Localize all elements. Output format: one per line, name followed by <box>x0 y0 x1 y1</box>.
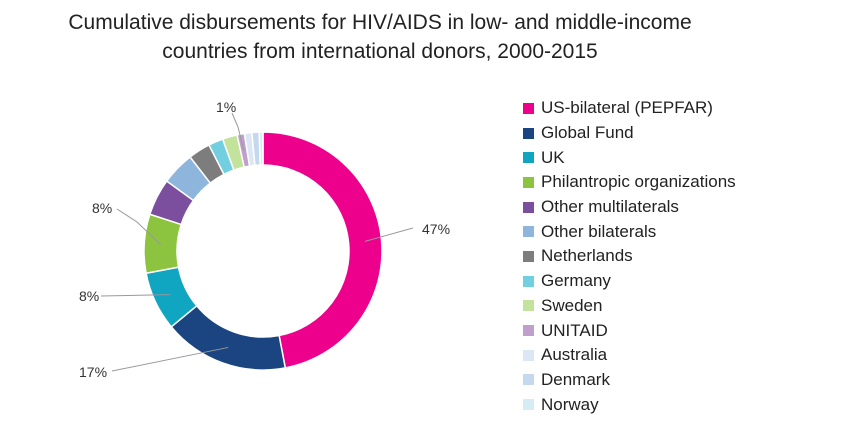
legend-item-unitaid: UNITAID <box>523 318 736 343</box>
slice-global-fund <box>170 304 287 371</box>
legend-label: Other multilaterals <box>541 197 679 217</box>
legend-label: Norway <box>541 394 599 414</box>
data-label-philantropic-organizations: 8% <box>92 200 112 216</box>
legend-swatch <box>523 127 534 139</box>
legend-item-other-multilaterals: Other multilaterals <box>523 195 736 220</box>
legend-swatch <box>523 176 534 188</box>
legend-swatch <box>523 275 534 287</box>
data-label-uk: 8% <box>79 288 99 304</box>
legend-label: Denmark <box>541 369 610 389</box>
legend-swatch <box>523 399 534 411</box>
legend-swatch <box>523 226 534 238</box>
legend-swatch <box>523 152 534 164</box>
legend-label: Netherlands <box>541 246 633 266</box>
legend-label: Global Fund <box>541 123 634 143</box>
leader-line-uk <box>100 294 171 297</box>
legend-swatch <box>523 349 534 361</box>
legend-swatch <box>523 374 534 386</box>
donut-slices <box>143 131 383 371</box>
legend-item-netherlands: Netherlands <box>523 244 736 269</box>
legend-label: Germany <box>541 271 611 291</box>
leader-line-unitaid <box>231 112 245 151</box>
legend-item-sweden: Sweden <box>523 294 736 319</box>
legend-label: Other bilaterals <box>541 221 657 241</box>
legend-label: Sweden <box>541 295 603 315</box>
legend-item-philantropic-organizations: Philantropic organizations <box>523 170 736 195</box>
legend-item-germany: Germany <box>523 269 736 294</box>
data-label-global-fund: 17% <box>79 364 107 380</box>
legend-swatch <box>523 250 534 262</box>
leader-line-us-bilateral-pepfar <box>364 227 414 242</box>
label-leader-lines <box>100 112 414 372</box>
leader-line-philantropic-organizations <box>116 208 162 245</box>
legend-item-global-fund: Global Fund <box>523 121 736 146</box>
legend: US-bilateral (PEPFAR) Global Fund UK Philan… <box>523 96 736 417</box>
data-labels: 47% 17% 8% 8% 1% <box>79 99 450 380</box>
chart-title-line-1: Cumulative disbursements for HIV/AIDS in… <box>68 11 692 34</box>
leader-line-global-fund <box>111 346 229 372</box>
legend-swatch <box>523 102 534 114</box>
chart-title-line-2: countries from international donors, 200… <box>162 40 598 63</box>
legend-item-other-bilaterals: Other bilaterals <box>523 219 736 244</box>
legend-label: UNITAID <box>541 320 608 340</box>
slice-norway <box>258 131 264 166</box>
legend-item-denmark: Denmark <box>523 368 736 393</box>
slice-us-bilateral-pepfar <box>262 131 383 369</box>
data-label-us-bilateral-pepfar: 47% <box>422 221 450 237</box>
chart-title: Cumulative disbursements for HIV/AIDS in… <box>0 8 760 66</box>
legend-label: UK <box>541 147 565 167</box>
legend-label: US-bilateral (PEPFAR) <box>541 98 713 118</box>
legend-item-australia: Australia <box>523 343 736 368</box>
legend-item-uk: UK <box>523 145 736 170</box>
legend-item-us-bilateral-pepfar: US-bilateral (PEPFAR) <box>523 96 736 121</box>
legend-item-norway: Norway <box>523 392 736 417</box>
legend-swatch <box>523 300 534 312</box>
legend-label: Australia <box>541 345 608 365</box>
legend-swatch <box>523 201 534 213</box>
data-label-unitaid: 1% <box>216 99 236 115</box>
legend-label: Philantropic organizations <box>541 172 736 192</box>
legend-swatch <box>523 325 534 337</box>
